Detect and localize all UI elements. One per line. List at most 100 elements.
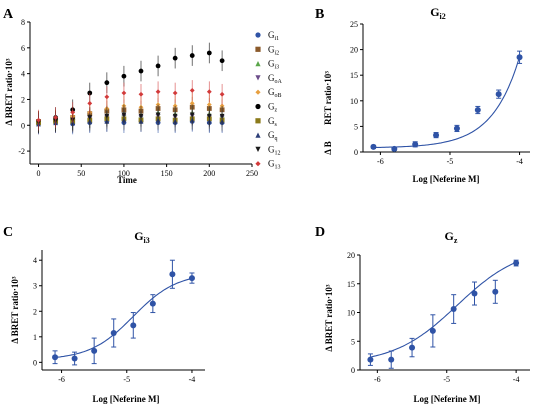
d-y-tick-label: 20 (347, 251, 355, 260)
d-data-point (492, 288, 499, 295)
panel-a-data-point (189, 88, 195, 93)
panel-b-title: Gi2 (430, 5, 446, 21)
panel-a-data-point (138, 68, 144, 74)
b-x-tick-label: -4 (516, 157, 523, 166)
panel-b-fit-curve (373, 56, 521, 149)
b-data-point (412, 141, 419, 148)
c-data-point (169, 271, 176, 278)
panel-c-axes (41, 250, 205, 371)
d-data-point (367, 356, 374, 363)
b-y-tick-label: 25 (350, 20, 358, 29)
b-x-tick-label: -5 (447, 157, 454, 166)
a-x-tick-label: 50 (77, 169, 85, 178)
panel-d-chart: Gz -6 -5 -4 0 5 10 15 20 Log [Neferine M] Δ BRE… (324, 229, 530, 404)
panel-a-ticks: 0 50 100 150 200 250 -2 0 2 4 6 8 (18, 18, 258, 178)
a-x-tick-label: 0 (37, 169, 41, 178)
panel-a-data-point (172, 55, 178, 61)
panel-letter-a: A (3, 7, 14, 22)
a-x-tick-label: 200 (203, 169, 215, 178)
panel-c-points (52, 259, 195, 366)
panel-b-title-sub: i2 (440, 12, 446, 21)
panel-letter-b: B (315, 7, 324, 22)
panel-a-series (36, 42, 225, 135)
panel-a-legend-label: G12 (268, 144, 281, 156)
panel-b-ylabel-top: RET ratio·10³ (323, 71, 333, 125)
panel-a-legend-label: Gi3 (268, 59, 279, 71)
b-data-point (495, 91, 502, 98)
panel-a-data-point (104, 113, 110, 119)
panel-a-data-point (206, 50, 212, 56)
b-y-tick-label: 5 (354, 122, 358, 131)
d-fit-path (370, 261, 517, 358)
c-data-point (110, 329, 117, 336)
d-x-tick-label: -6 (374, 375, 381, 384)
d-y-tick-label: 15 (347, 280, 355, 289)
a-y-tick-label: 2 (21, 95, 25, 104)
b-y-tick-label: 10 (350, 97, 358, 106)
panel-a-chart: 0 50 100 150 200 250 -2 0 2 4 6 8 Time Δ BRET ratio… (4, 18, 283, 185)
c-data-point (91, 347, 98, 354)
panel-a-data-point (36, 117, 41, 123)
panel-c-ylabel: Δ BRET ratio·10³ (10, 276, 20, 343)
b-y-tick-label: 15 (350, 71, 358, 80)
panel-a-legend-marker (255, 103, 261, 110)
panel-a-data-point (155, 89, 161, 95)
d-data-point (388, 356, 395, 363)
panel-b-axes (362, 24, 530, 153)
d-y-tick-label: 10 (347, 309, 355, 318)
d-data-point (409, 344, 416, 351)
panel-a-legend-label: Gq (268, 130, 278, 142)
panel-a-legend-marker (255, 61, 261, 67)
panel-a-legend-marker (255, 118, 261, 124)
b-y-tick-label: 0 (354, 148, 358, 157)
c-x-tick-label: -6 (58, 375, 65, 384)
panel-a-data-point (87, 115, 93, 120)
panel-c-fit-curve (54, 277, 193, 359)
panel-c-ticks: -6 -5 -4 0 1 2 3 4 (33, 256, 195, 384)
panel-a-xlabel: Time (117, 175, 137, 185)
a-x-tick-label: 250 (246, 169, 258, 178)
panel-a-legend-label: Gz (268, 102, 278, 114)
a-x-tick-label: 100 (118, 169, 130, 178)
panel-a-data-point (219, 91, 225, 97)
c-x-tick-label: -5 (123, 375, 130, 384)
panel-c-chart: Gi3 -6 -5 -4 0 1 2 3 4 Log [Neferine M] Δ BRET … (10, 229, 205, 404)
panel-a-legend-marker (255, 146, 261, 152)
a-y-tick-label: 4 (21, 70, 25, 79)
panel-a-legend-marker (255, 89, 261, 95)
panel-a-data-point (189, 112, 195, 118)
panel-a-data-point (219, 113, 225, 119)
panel-a-data-point (155, 112, 161, 118)
panel-a-data-point (104, 94, 110, 100)
b-data-point (391, 145, 398, 152)
d-data-point (429, 327, 436, 334)
panel-b-xlabel: Log [Neferine M] (413, 174, 480, 184)
panel-a-legend-label: Gi2 (268, 44, 279, 56)
panel-a-data-point (121, 90, 127, 96)
c-data-point (71, 355, 78, 362)
panel-a-data-point (121, 73, 127, 79)
panel-b-ylabel-bottom: Δ B (323, 141, 333, 154)
panel-letter-c: C (3, 225, 13, 240)
panel-a-legend-label: Gi1 (268, 30, 279, 42)
b-data-point (474, 107, 481, 114)
panel-d-ylabel: Δ BRET ratio·10³ (324, 284, 334, 351)
d-x-tick-label: -4 (513, 375, 520, 384)
panel-a-data-point (189, 100, 195, 106)
panel-a-legend-label: Gs (268, 116, 278, 128)
c-x-tick-label: -4 (189, 375, 196, 384)
panel-a-data-point (219, 58, 225, 64)
panel-a-legend-marker (255, 75, 261, 81)
panel-a-ylabel: Δ BRET ratio·10³ (4, 58, 14, 125)
c-y-tick-label: 1 (33, 333, 37, 342)
c-data-point (130, 322, 137, 329)
a-x-tick-label: 150 (161, 169, 173, 178)
d-y-tick-label: 0 (351, 366, 355, 375)
b-x-tick-label: -6 (377, 157, 384, 166)
panel-a-legend-marker (255, 32, 261, 38)
panel-a-data-point (206, 113, 212, 119)
panel-a-data-point (155, 63, 161, 69)
panel-a-data-point (121, 112, 127, 118)
d-data-point (513, 260, 520, 267)
